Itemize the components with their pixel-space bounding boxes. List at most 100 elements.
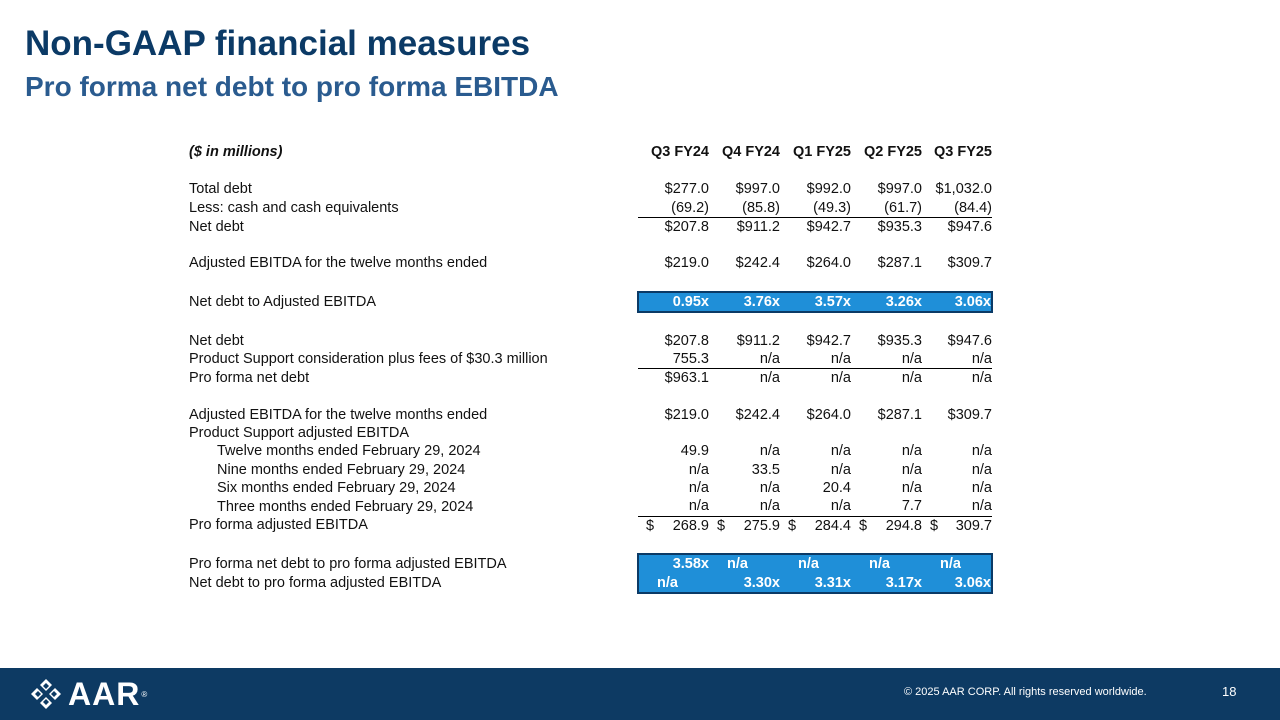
cell: n/a — [971, 370, 992, 387]
row-label: Adjusted EBITDA for the twelve months en… — [189, 255, 488, 272]
cell: n/a — [759, 443, 780, 460]
cell: 755.3 — [638, 349, 709, 370]
row-label: Adjusted EBITDA for the twelve months en… — [189, 406, 488, 423]
row-label: Pro forma net debt to pro forma adjusted… — [189, 555, 507, 572]
cell: n/a — [688, 480, 709, 497]
cell: (49.3) — [780, 198, 851, 218]
cell: 7.7 — [851, 497, 922, 517]
cell: n/a — [759, 370, 780, 387]
cell: $219.0 — [664, 255, 709, 272]
row-label: Pro forma net debt — [189, 370, 310, 387]
cell: n/a — [638, 497, 709, 517]
logo-registered-mark: ® — [141, 689, 148, 699]
cell: $242.4 — [735, 255, 780, 272]
highlight-row: Net debt to pro forma adjusted EBITDA n/… — [189, 573, 993, 594]
cell: n/a — [709, 349, 780, 370]
spacer-row — [189, 535, 992, 554]
cell: n/a — [637, 573, 709, 594]
cell-value: 275.9 — [743, 517, 780, 534]
cell: $275.9 — [709, 516, 780, 535]
copyright-text: © 2025 AAR CORP. All rights reserved wor… — [904, 686, 1147, 698]
cell: n/a — [922, 497, 992, 517]
row-label: Nine months ended February 29, 2024 — [217, 461, 466, 478]
highlight-row: Pro forma net debt to pro forma adjusted… — [189, 553, 993, 574]
currency-symbol: $ — [788, 517, 797, 534]
page-number: 18 — [1222, 684, 1237, 699]
row-label: Six months ended February 29, 2024 — [217, 480, 456, 497]
column-header: Q2 FY25 — [863, 143, 922, 160]
cell: 3.57x — [780, 291, 851, 314]
cell: (61.7) — [851, 198, 922, 218]
table-row: Three months ended February 29, 2024 n/a… — [189, 497, 992, 517]
table-header-row: ($ in millions) Q3 FY24 Q4 FY24 Q1 FY25 … — [189, 142, 992, 162]
cell: n/a — [971, 480, 992, 497]
cell: n/a — [901, 443, 922, 460]
column-header: Q3 FY25 — [933, 143, 992, 160]
table-row: Adjusted EBITDA for the twelve months en… — [189, 254, 992, 272]
cell-value: 294.8 — [885, 517, 922, 534]
row-label: Pro forma adjusted EBITDA — [189, 517, 368, 534]
cell: n/a — [759, 480, 780, 497]
cell: n/a — [971, 443, 992, 460]
aar-emblem-icon — [31, 679, 61, 709]
financial-table: ($ in millions) Q3 FY24 Q4 FY24 Q1 FY25 … — [189, 142, 993, 594]
cell: n/a — [688, 461, 709, 478]
spacer-row — [189, 236, 992, 254]
spacer-row — [189, 388, 992, 406]
cell: $935.3 — [877, 218, 922, 235]
cell: $284.4 — [780, 516, 851, 535]
table-row: Adjusted EBITDA for the twelve months en… — [189, 406, 992, 424]
cell: $309.7 — [947, 406, 992, 423]
table-row: Product Support consideration plus fees … — [189, 349, 992, 370]
cell: n/a — [901, 480, 922, 497]
cell: n/a — [780, 349, 851, 370]
unit-label: ($ in millions) — [189, 143, 283, 160]
cell: 20.4 — [822, 480, 851, 497]
cell: (84.4) — [922, 198, 992, 218]
slide-title: Non-GAAP financial measures — [25, 24, 531, 63]
row-label: Net debt — [189, 332, 244, 349]
cell: $947.6 — [947, 218, 992, 235]
highlight-row: Net debt to Adjusted EBITDA 0.95x 3.76x … — [189, 291, 993, 314]
cell: $264.0 — [806, 406, 851, 423]
cell: $935.3 — [877, 332, 922, 349]
cell: n/a — [830, 370, 851, 387]
cell: n/a — [709, 497, 780, 517]
table-row: Nine months ended February 29, 2024 n/a … — [189, 461, 992, 479]
cell: $242.4 — [735, 406, 780, 423]
row-label: Net debt to Adjusted EBITDA — [189, 294, 376, 311]
cell: $268.9 — [638, 516, 709, 535]
table-row: Total debt $277.0 $997.0 $992.0 $997.0 $… — [189, 180, 992, 198]
table-row: Twelve months ended February 29, 2024 49… — [189, 442, 992, 460]
cell: $264.0 — [806, 255, 851, 272]
cell-value: 268.9 — [672, 517, 709, 534]
cell: $1,032.0 — [935, 181, 992, 198]
table-row: Less: cash and cash equivalents (69.2) (… — [189, 198, 992, 218]
cell: n/a — [780, 553, 851, 574]
row-label: Three months ended February 29, 2024 — [217, 498, 474, 515]
cell: (69.2) — [638, 198, 709, 218]
cell: $997.0 — [735, 181, 780, 198]
cell: 3.58x — [637, 553, 709, 574]
cell: $911.2 — [736, 332, 780, 349]
aar-logo: AAR ® — [30, 677, 147, 711]
footer-bar: AAR ® © 2025 AAR CORP. All rights reserve… — [0, 668, 1280, 720]
row-label: Twelve months ended February 29, 2024 — [217, 443, 481, 460]
cell: n/a — [901, 461, 922, 478]
column-header: Q1 FY25 — [792, 143, 851, 160]
cell: 3.06x — [922, 291, 993, 314]
cell: n/a — [830, 443, 851, 460]
cell: n/a — [922, 349, 992, 370]
currency-symbol: $ — [646, 517, 655, 534]
table-row: Product Support adjusted EBITDA — [189, 424, 992, 442]
slide-subtitle: Pro forma net debt to pro forma EBITDA — [25, 71, 559, 102]
cell: 3.31x — [780, 573, 851, 594]
cell: n/a — [830, 461, 851, 478]
row-label: Total debt — [189, 181, 252, 198]
cell-value: 309.7 — [955, 517, 992, 534]
cell: 49.9 — [680, 443, 709, 460]
cell: $942.7 — [806, 332, 851, 349]
row-label: Product Support adjusted EBITDA — [189, 425, 410, 442]
logo-text: AAR — [68, 676, 141, 712]
currency-symbol: $ — [717, 517, 726, 534]
